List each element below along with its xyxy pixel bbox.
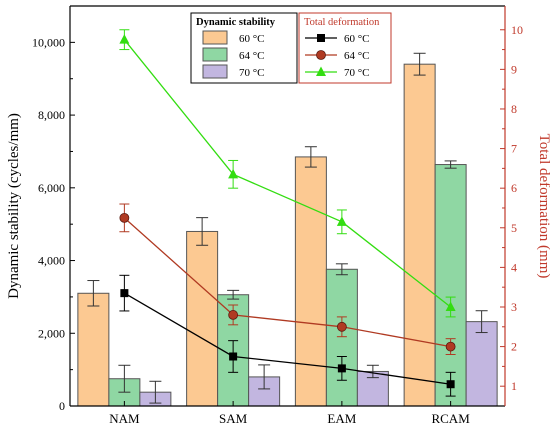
- line-series-0: [124, 292, 451, 385]
- left-tick-label: 4,000: [38, 254, 65, 268]
- y-axis-title-left: Dynamic stability (cycles/mm): [6, 113, 22, 299]
- line-series-1: [123, 217, 451, 348]
- legend-label-bar-2: 70 °C: [239, 67, 265, 79]
- legend-label-line-1: 64 °C: [344, 50, 370, 62]
- line-point-1-rcam: [445, 341, 456, 352]
- line-point-0-nam: [120, 289, 129, 298]
- line-point-1-nam: [119, 212, 130, 223]
- legend-total-deformation: [298, 12, 392, 84]
- left-tick-label: 2,000: [38, 326, 65, 340]
- line-point-0-eam: [337, 364, 346, 373]
- left-tick-label: 10,000: [32, 35, 65, 49]
- category-label: EAM: [327, 411, 356, 426]
- line-point-2-sam: [228, 168, 239, 179]
- line-point-2-rcam: [445, 301, 456, 311]
- category-label: NAM: [109, 411, 140, 426]
- legend-swatch-bar-0: [202, 30, 228, 45]
- right-tick-label: 7: [511, 142, 517, 156]
- right-tick-label: 4: [511, 260, 517, 274]
- legend-label-bar-1: 64 °C: [239, 50, 265, 62]
- legend-total-deformation-title: Total deformation: [304, 17, 380, 28]
- bar-rcam-series-0: [403, 63, 436, 407]
- bar-nam-series-0: [77, 292, 110, 407]
- bar-rcam-series-2: [465, 321, 498, 407]
- bar-eam-series-0: [294, 156, 327, 407]
- right-tick-label: 2: [511, 340, 517, 354]
- y-axis-title-right: Total deformation (mm): [536, 134, 550, 279]
- legend-marker-2: [316, 66, 326, 76]
- line-series-2: [123, 39, 452, 308]
- legend-dynamic-stability-title: Dynamic stability: [196, 17, 276, 28]
- line-point-0-rcam: [446, 380, 455, 389]
- bar-sam-series-0: [186, 230, 219, 407]
- legend-label-line-2: 70 °C: [344, 67, 370, 79]
- right-tick-label: 8: [511, 102, 517, 116]
- right-tick-label: 3: [511, 300, 517, 314]
- right-tick-label: 1: [511, 379, 517, 393]
- bar-rcam-series-1: [434, 164, 467, 407]
- right-tick-label: 5: [511, 221, 517, 235]
- left-tick-label: 6,000: [38, 181, 65, 195]
- bar-eam-series-1: [325, 268, 358, 407]
- line-point-2-nam: [119, 34, 130, 44]
- line-point-1-sam: [228, 310, 239, 320]
- legend-label-line-0: 60 °C: [344, 33, 370, 45]
- left-tick-label: 8,000: [38, 108, 65, 122]
- legend-label-bar-0: 60 °C: [239, 33, 265, 45]
- right-tick-label: 6: [511, 181, 517, 195]
- line-point-2-eam: [336, 216, 347, 226]
- legend-marker-1: [316, 50, 326, 60]
- category-label: SAM: [219, 411, 248, 426]
- category-label: RCAM: [431, 411, 470, 426]
- right-tick-label: 10: [511, 23, 523, 37]
- legend-swatch-bar-2: [202, 64, 228, 79]
- line-point-0-sam: [229, 352, 238, 361]
- line-point-1-eam: [336, 321, 347, 332]
- legend-swatch-bar-1: [202, 47, 228, 62]
- right-tick-label: 9: [511, 62, 517, 76]
- legend-marker-0: [317, 34, 325, 42]
- left-tick-label: 0: [59, 399, 65, 413]
